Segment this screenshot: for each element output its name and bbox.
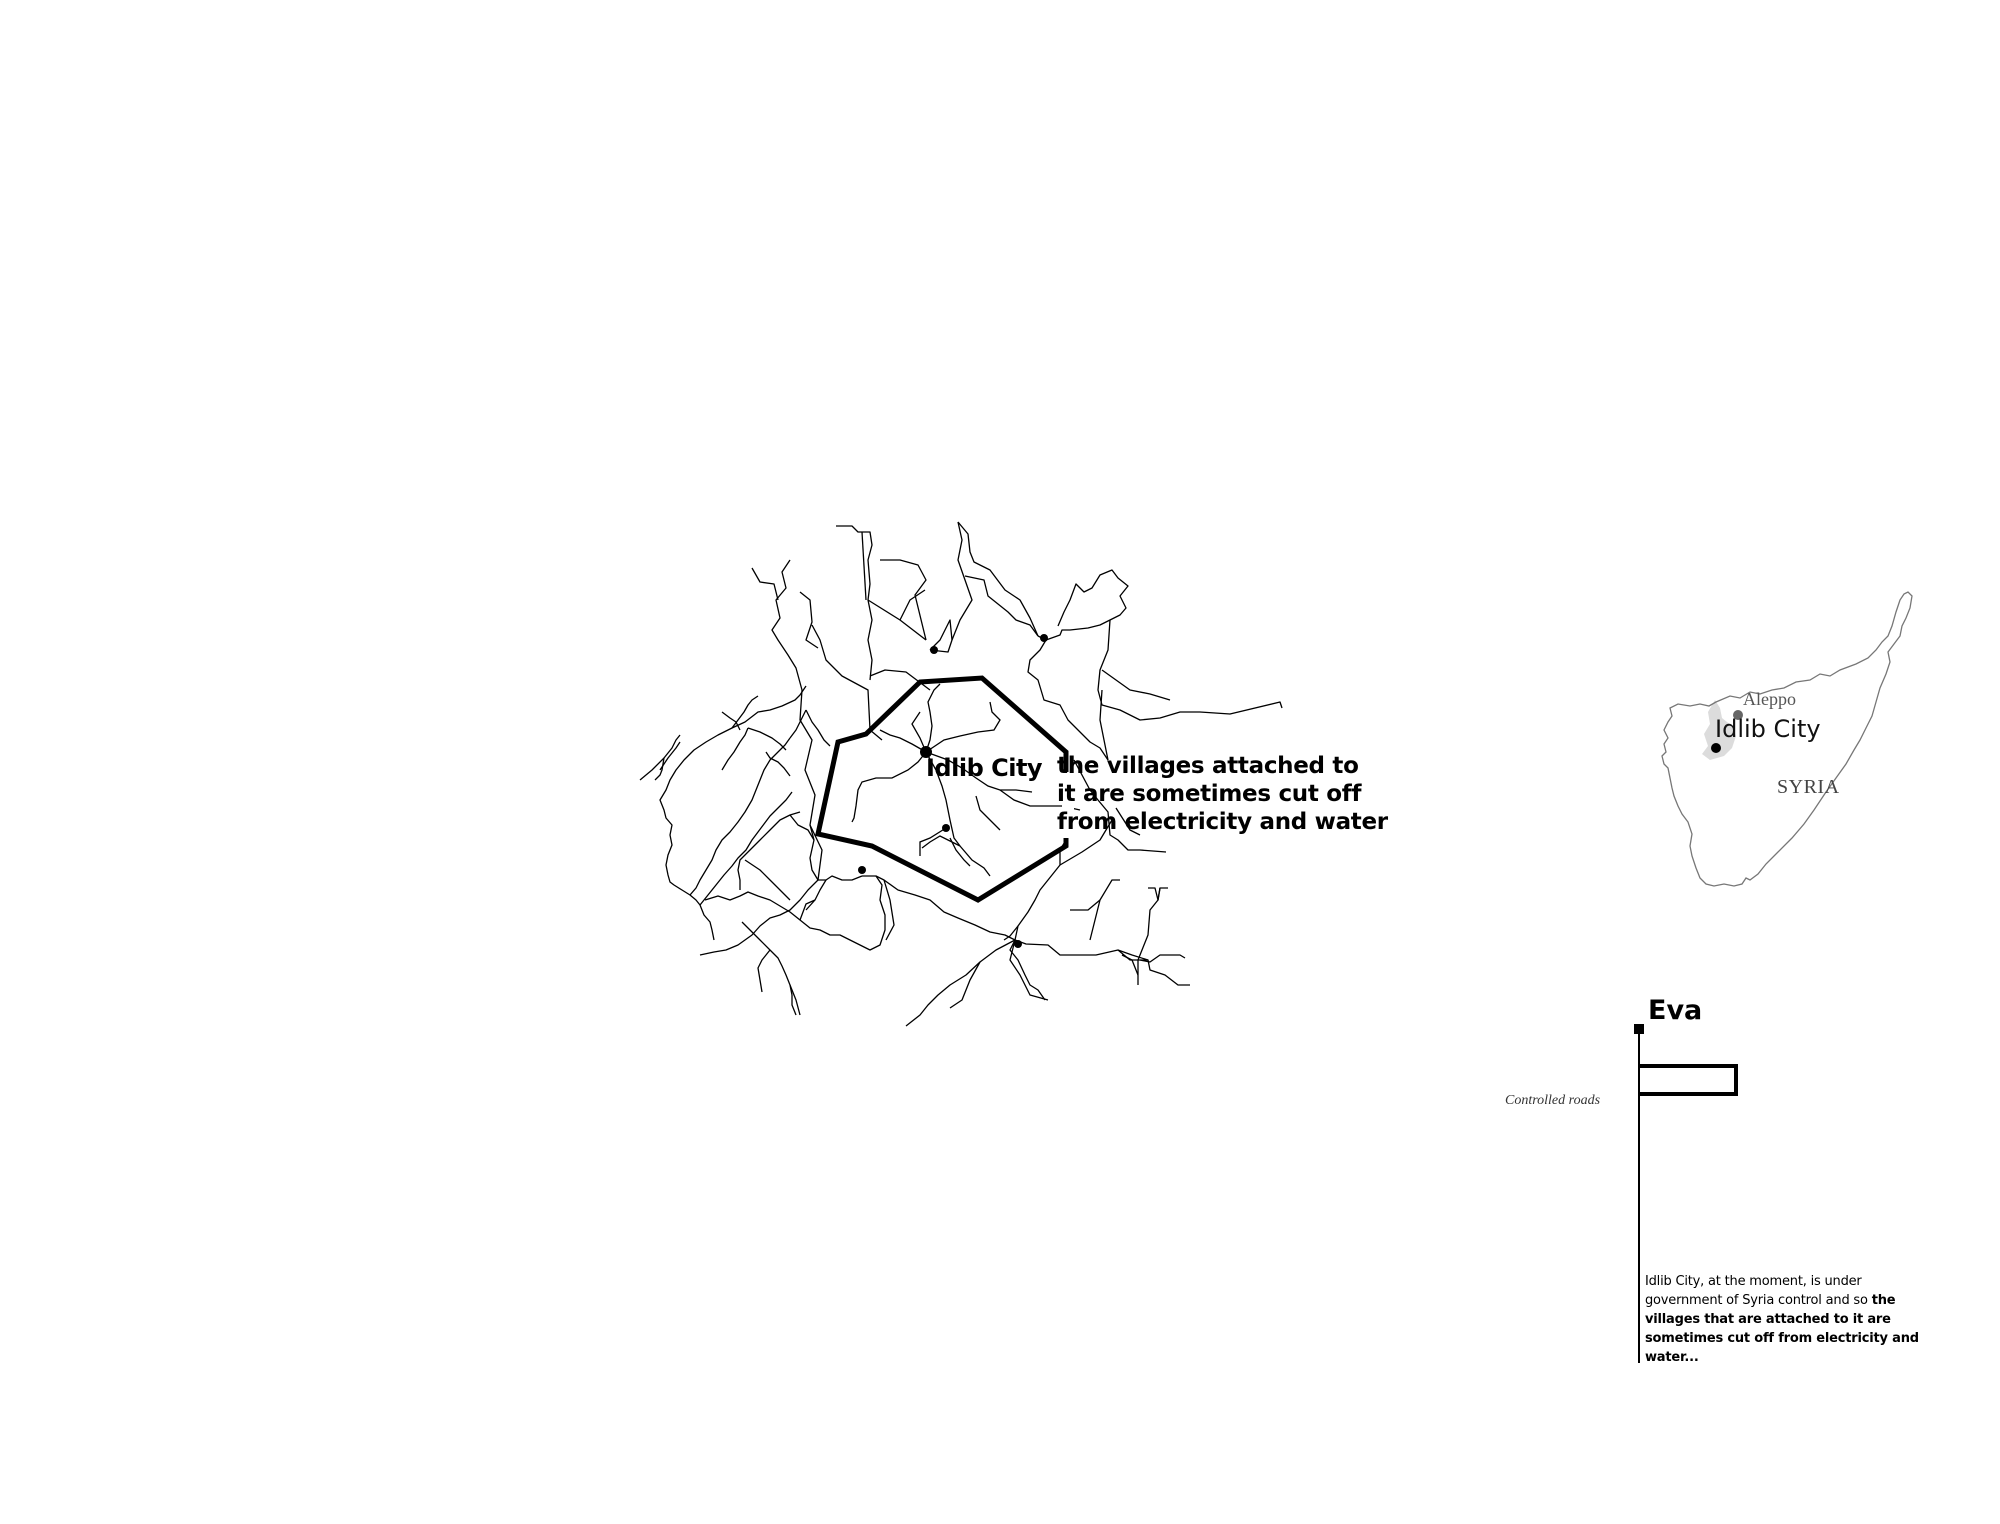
junction-dot bbox=[1014, 940, 1022, 948]
idlib-inset-marker bbox=[1711, 743, 1721, 753]
country-label: SYRIA bbox=[1777, 776, 1840, 798]
annotation-line: the villages attached to bbox=[1057, 753, 1359, 779]
legend-square-marker bbox=[1634, 1024, 1644, 1034]
legend-description: Idlib City, at the moment, is under gove… bbox=[1645, 1272, 1925, 1367]
inner-roads bbox=[851, 683, 1081, 877]
syria-border bbox=[1661, 591, 1913, 887]
annotation-line: it are sometimes cut off bbox=[1057, 781, 1362, 807]
junction-dot bbox=[858, 866, 866, 874]
aleppo-label: Aleppo bbox=[1743, 689, 1796, 709]
idlib-region-highlight bbox=[1702, 700, 1736, 760]
controlled-area-boundary bbox=[815, 675, 1069, 903]
idlib-city-marker bbox=[920, 746, 932, 758]
annotation-text: the villages attached to it are sometime… bbox=[1057, 752, 1388, 836]
aleppo-marker bbox=[1733, 710, 1743, 720]
annotation-line: from electricity and water bbox=[1057, 809, 1388, 835]
city-label: Idlib City bbox=[926, 754, 1043, 782]
legend-description-normal: Idlib City, at the moment, is under gove… bbox=[1645, 1274, 1872, 1308]
junction-dot bbox=[1040, 634, 1048, 642]
road-lines bbox=[639, 521, 1283, 1027]
legend-caption: Controlled roads bbox=[1505, 1093, 1601, 1108]
syria-inset-map bbox=[1661, 591, 1913, 887]
junction-dot bbox=[930, 646, 938, 654]
inset-idlib-label: Idlib City bbox=[1715, 715, 1821, 743]
legend-description-bold: the villages that are attached to it are… bbox=[1645, 1293, 1919, 1365]
controlled-roads-symbol bbox=[1639, 1064, 1738, 1096]
legend-title: Eva bbox=[1648, 995, 1703, 1026]
